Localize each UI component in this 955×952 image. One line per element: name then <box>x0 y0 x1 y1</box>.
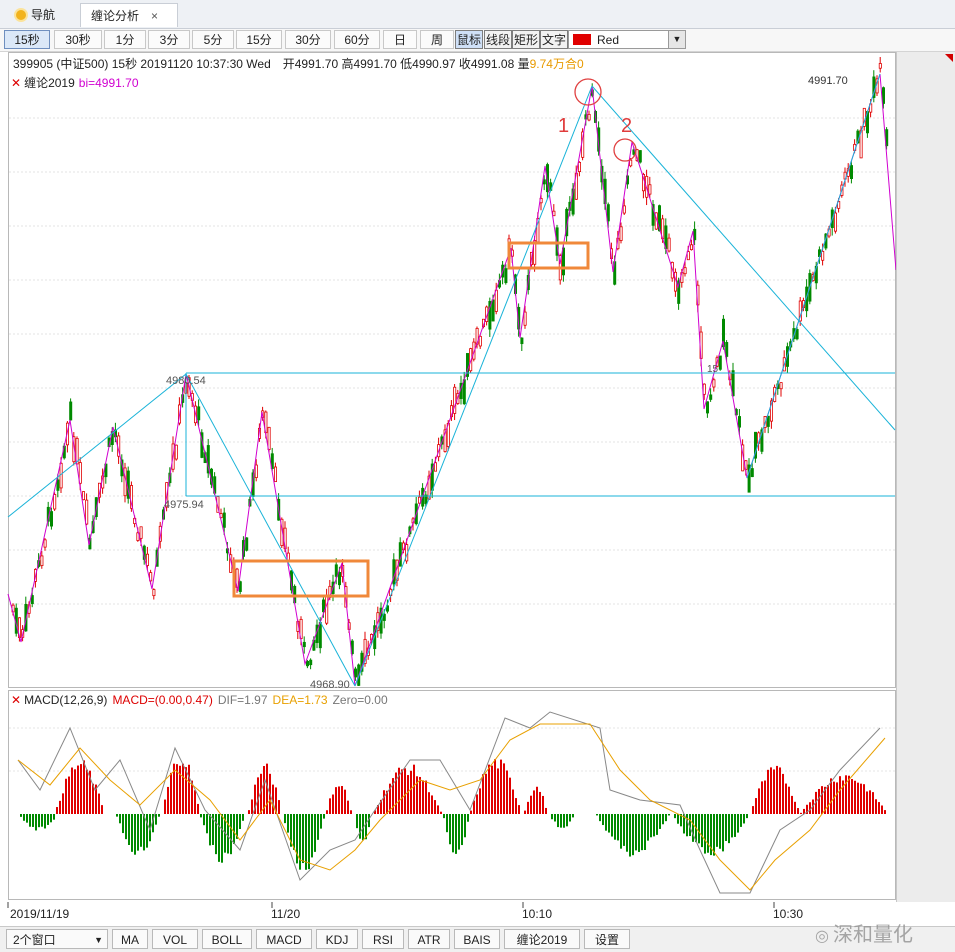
quote-info: 399905 (中证500) 15秒 20191120 10:37:30 Wed… <box>13 55 584 72</box>
period-15s-button[interactable]: 15秒 <box>4 30 50 49</box>
macd-dea: DEA=1.73 <box>272 693 328 707</box>
macd-value: MACD=(0.00,0.47) <box>112 693 213 707</box>
indicator-vol-button[interactable]: VOL <box>152 929 198 949</box>
chanlun-bi-value: bi=4991.70 <box>78 76 139 90</box>
chanlun-legend: ✕ 缠论2019 bi=4991.70 <box>11 74 139 91</box>
indicator-bais-button[interactable]: BAIS <box>454 929 500 949</box>
chanlun-name: 缠论2019 <box>24 76 75 90</box>
tab-bar: 导航页 缠论分析 × <box>0 0 955 46</box>
indicator-macd-button[interactable]: MACD <box>256 929 312 949</box>
watermark-text: 深和量化 <box>832 924 913 946</box>
color-swatch <box>573 34 591 45</box>
quote-tail: 合0 <box>564 57 584 71</box>
indicator-ma-button[interactable]: MA <box>112 929 148 949</box>
windows-select[interactable]: 2个窗口 ▼ <box>6 929 108 949</box>
time-axis-label: 10:10 <box>522 907 552 921</box>
indicator-boll-button[interactable]: BOLL <box>202 929 252 949</box>
color-name: Red <box>597 33 620 47</box>
quote-info-text: 399905 (中证500) 15秒 20191120 10:37:30 Wed… <box>13 57 530 71</box>
period-30m-button[interactable]: 30分 <box>285 30 331 49</box>
indicator-kdj-button[interactable]: KDJ <box>316 929 358 949</box>
price-axis <box>896 52 955 902</box>
watermark: ◎ 深和量化 <box>815 918 913 947</box>
time-axis-label: 11/20 <box>271 907 300 921</box>
tool-text-button[interactable]: 文字 <box>540 30 568 49</box>
close-icon[interactable]: ✕ <box>11 76 22 90</box>
bottom-toolbar: 2个窗口 ▼ MA VOL BOLL MACD KDJ RSI ATR BAIS … <box>0 926 955 952</box>
period-1m-button[interactable]: 1分 <box>104 30 146 49</box>
close-icon[interactable]: × <box>151 9 159 23</box>
period-toolbar: 15秒 30秒 1分 3分 5分 15分 30分 60分 日 周 鼠标 线段 矩… <box>0 29 955 52</box>
tool-mouse-button[interactable]: 鼠标 <box>455 30 483 49</box>
tool-segment-button[interactable]: 线段 <box>484 30 512 49</box>
period-5m-button[interactable]: 5分 <box>192 30 234 49</box>
tab-chanlun-label: 缠论分析 <box>91 9 140 23</box>
close-icon[interactable]: ✕ <box>11 693 22 707</box>
period-30s-button[interactable]: 30秒 <box>54 30 102 49</box>
macd-dif: DIF=1.97 <box>217 693 268 707</box>
period-60m-button[interactable]: 60分 <box>334 30 380 49</box>
indicator-rsi-button[interactable]: RSI <box>362 929 404 949</box>
tab-home[interactable]: 导航页 <box>6 3 76 46</box>
time-axis-label: 10:30 <box>773 907 803 921</box>
tool-rect-button[interactable]: 矩形 <box>512 30 540 49</box>
macd-legend: ✕ MACD(12,26,9) MACD=(0.00,0.47) DIF=1.97 DE… <box>11 693 388 707</box>
corner-marker-icon <box>945 54 953 62</box>
weibo-icon: ◎ <box>815 928 829 945</box>
period-day-button[interactable]: 日 <box>383 30 417 49</box>
period-3m-button[interactable]: 3分 <box>148 30 190 49</box>
macd-panel[interactable] <box>8 690 896 900</box>
home-sun-icon <box>16 10 26 20</box>
settings-button[interactable]: 设置 <box>584 929 630 949</box>
tab-chanlun-analysis[interactable]: 缠论分析 × <box>80 3 178 27</box>
period-week-button[interactable]: 周 <box>420 30 454 49</box>
macd-zero: Zero=0.00 <box>332 693 388 707</box>
macd-name: MACD(12,26,9) <box>24 693 108 707</box>
indicator-chanlun-button[interactable]: 缠论2019 <box>504 929 580 949</box>
chevron-down-icon: ▼ <box>94 935 103 945</box>
chevron-down-icon[interactable]: ▼ <box>668 31 685 48</box>
color-select[interactable]: Red ▼ <box>568 30 686 49</box>
price-chart-panel[interactable] <box>8 52 896 688</box>
indicator-atr-button[interactable]: ATR <box>408 929 450 949</box>
quote-amount: 9.74万 <box>529 57 565 71</box>
windows-select-label: 2个窗口 <box>13 933 56 947</box>
period-15m-button[interactable]: 15分 <box>236 30 282 49</box>
time-axis-label: 2019/11/19 <box>10 907 69 921</box>
